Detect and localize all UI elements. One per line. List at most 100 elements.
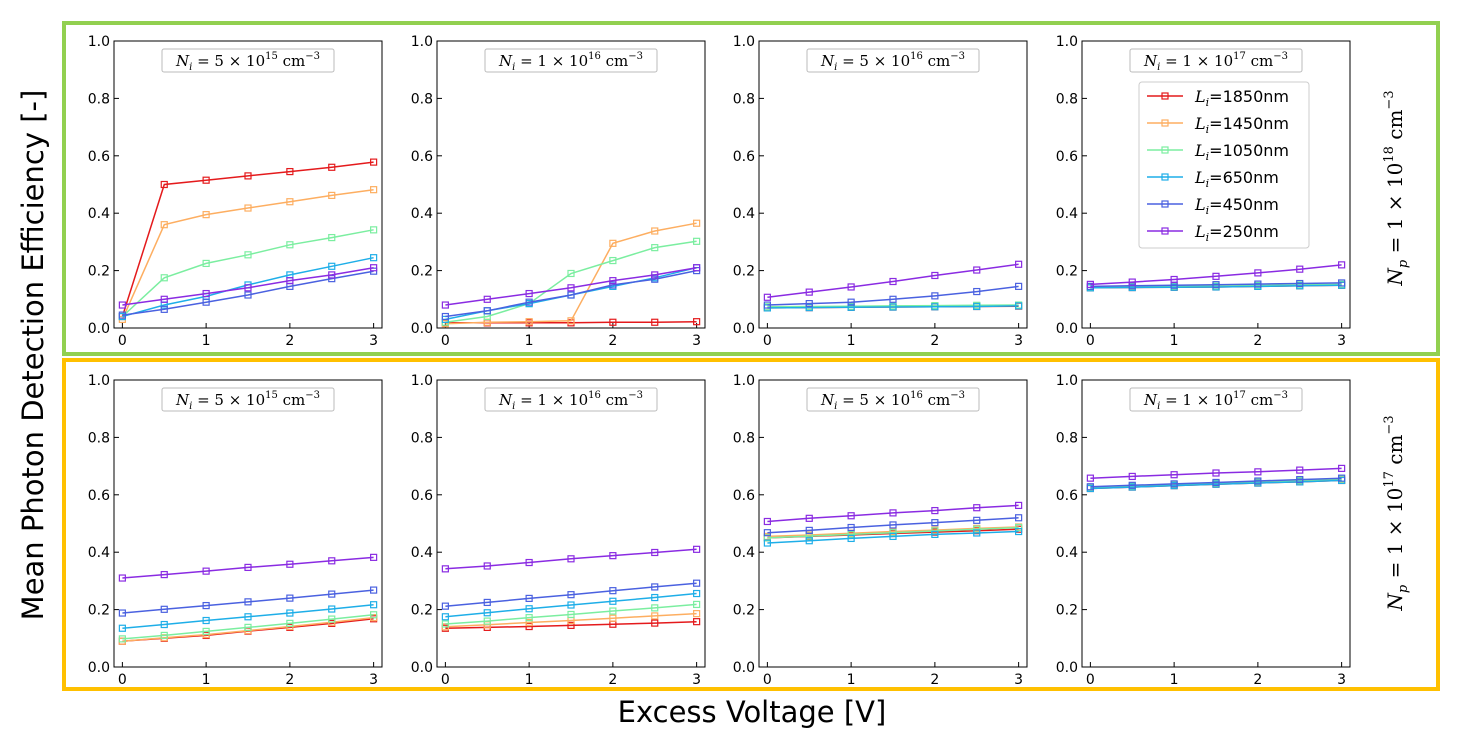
panel-title-sub: i bbox=[512, 401, 515, 412]
y-tick-label: 1.0 bbox=[411, 373, 433, 389]
data-point bbox=[889, 509, 897, 517]
legend-marker bbox=[1161, 227, 1169, 235]
data-point bbox=[1015, 523, 1023, 532]
data-point bbox=[202, 176, 210, 184]
panel-title-sub: i bbox=[189, 62, 192, 73]
data-point bbox=[973, 504, 981, 512]
data-point bbox=[1296, 279, 1304, 288]
data-point bbox=[847, 303, 855, 311]
y-tick-label: 0.0 bbox=[88, 660, 110, 676]
x-tick-label: 3 bbox=[369, 333, 378, 349]
x-tick-label: 3 bbox=[1014, 672, 1023, 688]
x-tick-label: 2 bbox=[285, 672, 294, 688]
data-point bbox=[160, 305, 168, 313]
series-line bbox=[767, 285, 1019, 306]
y-tick-label: 0.8 bbox=[733, 91, 755, 107]
data-point bbox=[1296, 475, 1304, 484]
data-point bbox=[651, 612, 659, 620]
data-point bbox=[286, 198, 294, 206]
series-line bbox=[122, 614, 374, 640]
data-point bbox=[1338, 474, 1346, 482]
data-point bbox=[483, 617, 491, 625]
data-point bbox=[202, 298, 210, 306]
row-label-unit-exp: −3 bbox=[1382, 90, 1397, 109]
data-point bbox=[763, 534, 771, 542]
data-point bbox=[567, 317, 575, 325]
panel-title-main: N bbox=[820, 391, 835, 409]
y-tick-label: 0.8 bbox=[411, 91, 433, 107]
panel-title-box bbox=[161, 387, 335, 412]
panel-title-eq: = 5 × 10 bbox=[837, 52, 910, 70]
panel-title-sub: i bbox=[1157, 62, 1160, 73]
panel-title-eq: = 1 × 10 bbox=[515, 52, 588, 70]
panel-title-unit-exp: −3 bbox=[305, 51, 320, 62]
panel-title-box bbox=[484, 48, 658, 73]
data-point bbox=[931, 271, 939, 280]
series-line bbox=[122, 266, 374, 306]
panel-title-main: N bbox=[1143, 52, 1158, 70]
panel-title-main: N bbox=[820, 52, 835, 70]
data-point bbox=[1170, 471, 1178, 479]
data-point bbox=[202, 616, 210, 625]
data-point bbox=[370, 586, 378, 594]
panel-r2-c4: 0.0 0.2 0.4 0.6 0.8 1.0 0 1 2 3 Ni = 1 × 1017 cm−3 bbox=[1056, 373, 1351, 688]
data-point bbox=[889, 277, 897, 286]
data-point bbox=[370, 601, 378, 609]
y-tick-label: 0.2 bbox=[1056, 603, 1078, 619]
y-tick-label: 0.2 bbox=[88, 603, 110, 619]
panel-title-unit-exp: −3 bbox=[305, 390, 320, 401]
data-point bbox=[693, 589, 701, 598]
panel-title-sub: i bbox=[512, 62, 515, 73]
data-point bbox=[973, 525, 981, 533]
figure-x-axis-label: Excess Voltage [V] bbox=[618, 695, 887, 729]
panel-title-unit-exp: −3 bbox=[1273, 390, 1288, 401]
series-line-1450nm bbox=[441, 219, 701, 328]
series-line bbox=[122, 556, 374, 579]
y-tick-label: 0.8 bbox=[411, 430, 433, 446]
data-point bbox=[651, 604, 659, 612]
y-tick-label: 1.0 bbox=[1056, 34, 1078, 50]
data-point bbox=[1338, 464, 1346, 472]
y-tick-label: 0.2 bbox=[88, 264, 110, 280]
series-line-250nm bbox=[441, 264, 701, 309]
legend-marker bbox=[1161, 173, 1169, 181]
panel-title-box bbox=[806, 48, 980, 73]
data-point bbox=[1015, 282, 1023, 290]
series-line bbox=[122, 270, 374, 316]
data-point bbox=[202, 259, 210, 268]
panel-title-unit: cm bbox=[278, 52, 305, 70]
y-tick-label: 0.8 bbox=[88, 91, 110, 107]
legend-entry: Li=250nm bbox=[1147, 222, 1279, 244]
series-line bbox=[767, 526, 1019, 538]
data-point bbox=[118, 574, 126, 582]
data-point bbox=[693, 600, 701, 609]
panel-title-box bbox=[161, 48, 335, 73]
data-point bbox=[1296, 466, 1304, 474]
series-line bbox=[767, 526, 1019, 539]
data-point bbox=[889, 303, 897, 311]
data-point bbox=[763, 517, 771, 526]
data-point bbox=[160, 570, 168, 579]
legend-entry: Li=450nm bbox=[1147, 195, 1279, 217]
data-point bbox=[889, 532, 897, 541]
data-point bbox=[160, 605, 168, 613]
panel-title: Ni = 1 × 1017 cm−3 bbox=[1129, 387, 1303, 412]
data-point bbox=[973, 516, 981, 524]
y-tick-label: 0.0 bbox=[1056, 321, 1078, 337]
data-point bbox=[118, 635, 126, 643]
figure-y-axis-label: Mean Photon Detection Efficiency [-] bbox=[16, 90, 50, 621]
x-tick-label: 1 bbox=[847, 333, 856, 349]
panel-title-sub: i bbox=[1157, 401, 1160, 412]
panel-title-unit: cm bbox=[1246, 52, 1273, 70]
data-point bbox=[525, 594, 533, 603]
data-point bbox=[525, 298, 533, 306]
y-tick-label: 0.6 bbox=[411, 488, 433, 504]
series-line bbox=[1090, 467, 1342, 479]
data-point bbox=[441, 312, 449, 321]
y-tick-label: 0.4 bbox=[88, 545, 110, 561]
data-point bbox=[525, 558, 533, 567]
plot-area bbox=[436, 40, 706, 329]
data-point bbox=[567, 621, 575, 629]
y-tick-label: 0.2 bbox=[1056, 264, 1078, 280]
row-label-np-1e17: Np = 1 × 1017 cm−3 bbox=[1382, 415, 1411, 611]
